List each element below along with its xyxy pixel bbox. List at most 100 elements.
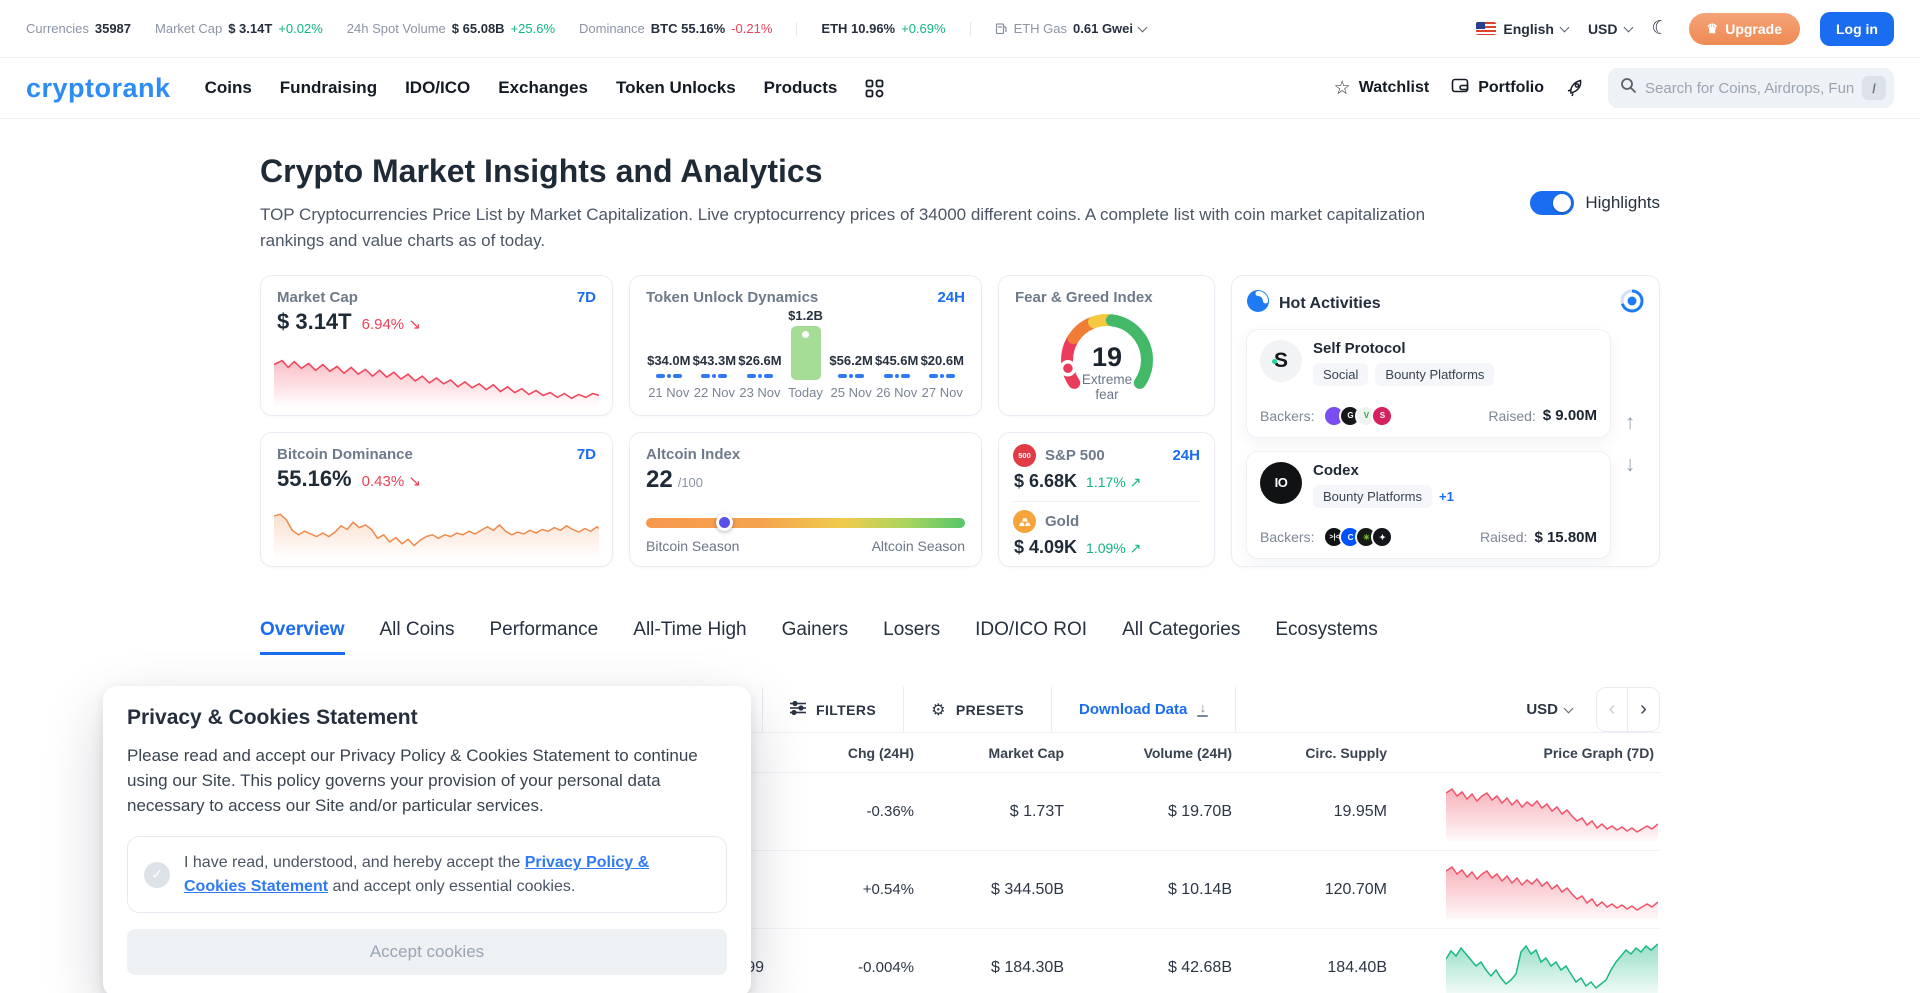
tab-gainers[interactable]: Gainers bbox=[781, 619, 849, 640]
season-slider-thumb bbox=[716, 514, 734, 531]
period-badge[interactable]: 24H bbox=[1172, 447, 1200, 464]
next-page-button[interactable]: › bbox=[1640, 698, 1647, 720]
stat-btc-dominance[interactable]: Dominance BTC 55.16% -0.21% bbox=[579, 21, 773, 36]
overview-cards: Market Cap 7D $ 3.14T 6.94% Token Unlock… bbox=[260, 275, 1660, 567]
market-cap-cell: $ 184.30B bbox=[991, 958, 1064, 976]
modal-body-text: Please read and accept our Privacy Polic… bbox=[127, 746, 698, 816]
fear-greed-gauge: 19 Extreme fear bbox=[1015, 308, 1198, 402]
stat-eth-dominance[interactable]: ETH 10.96% +0.69% bbox=[821, 21, 946, 36]
more-tags-badge[interactable]: +1 bbox=[1439, 488, 1454, 504]
highlights-toggle[interactable] bbox=[1530, 191, 1575, 215]
tab-all-time-high[interactable]: All-Time High bbox=[633, 619, 747, 640]
checkmark-icon[interactable]: ✓ bbox=[144, 861, 170, 888]
svg-text:fear: fear bbox=[1095, 387, 1119, 402]
scroll-down-arrow[interactable]: ↓ bbox=[1624, 453, 1636, 476]
nav-item-token-unlocks[interactable]: Token Unlocks bbox=[616, 78, 736, 97]
prev-page-button[interactable]: ‹ bbox=[1597, 688, 1628, 731]
unlock-bar[interactable]: $34.0M 21 Nov bbox=[647, 353, 691, 400]
tab-all-categories[interactable]: All Categories bbox=[1122, 619, 1241, 640]
unlock-bar[interactable]: $26.6M 23 Nov bbox=[738, 353, 782, 400]
unlock-marker bbox=[883, 374, 910, 378]
portfolio-link[interactable]: Portfolio bbox=[1451, 77, 1544, 100]
backer-avatars: G V S bbox=[1323, 404, 1394, 427]
activity-tag[interactable]: Social bbox=[1313, 363, 1369, 386]
apps-grid-icon[interactable] bbox=[865, 79, 884, 98]
tab-performance[interactable]: Performance bbox=[489, 619, 599, 640]
unlock-bar[interactable]: $56.2M 25 Nov bbox=[829, 353, 873, 400]
essential-cookies-checkbox[interactable]: ✓ I have read, understood, and hereby ac… bbox=[127, 836, 727, 913]
nav-item-ido-ico[interactable]: IDO/ICO bbox=[405, 78, 471, 97]
col-header-chg[interactable]: Chg (24H) bbox=[847, 744, 914, 761]
fear-greed-card[interactable]: Fear & Greed Index 19 Extreme fear bbox=[998, 275, 1215, 416]
search-bar[interactable]: / bbox=[1608, 68, 1894, 108]
altcoin-index-card[interactable]: Altcoin Index 22 /100 Bitcoin Season Alt… bbox=[629, 432, 982, 567]
search-shortcut-key: / bbox=[1862, 76, 1886, 100]
chevron-down-icon bbox=[1563, 703, 1574, 713]
tab-losers[interactable]: Losers bbox=[883, 619, 941, 640]
tab-ecosystems[interactable]: Ecosystems bbox=[1275, 619, 1378, 640]
page-title: Crypto Market Insights and Analytics bbox=[260, 153, 823, 189]
period-badge[interactable]: 24H bbox=[937, 289, 965, 306]
privacy-cookies-modal: Privacy & Cookies Statement Please read … bbox=[103, 686, 751, 993]
unlock-bar-today[interactable]: $1.2B Today bbox=[788, 308, 823, 400]
stat-spot-volume[interactable]: 24h Spot Volume $ 65.08B +25.6% bbox=[346, 21, 556, 36]
search-input[interactable] bbox=[1645, 79, 1854, 97]
col-header-market-cap[interactable]: Market Cap bbox=[988, 744, 1064, 761]
stat-market-cap[interactable]: Market Cap $ 3.14T +0.02% bbox=[155, 21, 323, 36]
card-title: Bitcoin Dominance bbox=[277, 446, 413, 463]
nav-item-products[interactable]: Products bbox=[763, 78, 838, 97]
col-header-supply[interactable]: Circ. Supply bbox=[1305, 744, 1387, 761]
watchlist-link[interactable]: ☆ Watchlist bbox=[1333, 77, 1430, 99]
price-graph-cell bbox=[1393, 783, 1660, 841]
progress-ring-icon[interactable] bbox=[1619, 288, 1645, 319]
unlock-bar[interactable]: $45.6M 26 Nov bbox=[874, 353, 919, 400]
period-badge[interactable]: 7D bbox=[576, 446, 596, 463]
nav-item-fundraising[interactable]: Fundraising bbox=[279, 78, 378, 97]
unlock-big-bar bbox=[790, 326, 821, 380]
unlock-bar[interactable]: $20.6M 27 Nov bbox=[920, 353, 964, 400]
presets-button[interactable]: ⚙ PRESETS bbox=[903, 687, 1051, 732]
nav-item-exchanges[interactable]: Exchanges bbox=[498, 78, 589, 97]
hot-activity-self-protocol[interactable]: S Self Protocol Social Bounty Platforms … bbox=[1246, 329, 1611, 438]
nav-item-coins[interactable]: Coins bbox=[204, 78, 252, 97]
chevron-down-icon bbox=[1623, 22, 1633, 32]
activity-name: Codex bbox=[1313, 461, 1359, 479]
table-row[interactable]: ☆ -0.36% $ 1.73T $ 19.70B 19.95M bbox=[260, 773, 1660, 851]
language-select[interactable]: English bbox=[1476, 21, 1570, 37]
upgrade-button[interactable]: ♛ Upgrade bbox=[1688, 12, 1800, 45]
filters-button[interactable]: FILTERS bbox=[762, 687, 903, 732]
scroll-up-arrow[interactable]: ↑ bbox=[1624, 411, 1636, 434]
gold-icon bbox=[1013, 510, 1036, 533]
table-currency-select[interactable]: USD bbox=[1526, 687, 1596, 732]
market-cap-cell: $ 344.50B bbox=[991, 880, 1064, 898]
privacy-policy-link[interactable]: Privacy Policy & Cookies Statement bbox=[184, 854, 650, 895]
table-row[interactable]: ☆ +0.54% $ 344.50B $ 10.14B 120.70M bbox=[260, 851, 1660, 929]
token-unlock-card[interactable]: Token Unlock Dynamics 24H $34.0M 21 Nov … bbox=[629, 275, 982, 416]
stat-currencies[interactable]: Currencies 35987 bbox=[26, 21, 132, 36]
accept-cookies-button[interactable]: Accept cookies bbox=[127, 928, 727, 975]
dark-mode-toggle-icon[interactable]: ☾ bbox=[1651, 18, 1669, 39]
login-button[interactable]: Log in bbox=[1820, 11, 1894, 46]
col-header-price-graph: Price Graph (7D) bbox=[1543, 744, 1654, 761]
activity-tag[interactable]: Bounty Platforms bbox=[1313, 484, 1432, 508]
hot-activity-codex[interactable]: IO Codex Bounty Platforms +1 Backers: bbox=[1246, 450, 1611, 559]
rocket-icon[interactable] bbox=[1566, 78, 1586, 98]
hero-section: Crypto Market Insights and Analytics TOP… bbox=[260, 153, 1660, 253]
tab-overview[interactable]: Overview bbox=[260, 619, 345, 655]
global-stats: Currencies 35987 Market Cap $ 3.14T +0.0… bbox=[26, 21, 1148, 36]
tab-all-coins[interactable]: All Coins bbox=[379, 619, 455, 640]
activity-tag[interactable]: Bounty Platforms bbox=[1375, 363, 1495, 386]
stat-eth-gas[interactable]: ETH Gas 0.61 Gwei bbox=[995, 21, 1148, 36]
col-header-volume[interactable]: Volume (24H) bbox=[1143, 744, 1232, 761]
cryptorank-logo[interactable]: cryptorank bbox=[26, 72, 171, 103]
btc-dominance-card[interactable]: Bitcoin Dominance 7D 55.16% 0.43% bbox=[260, 432, 613, 567]
tradfi-card[interactable]: 500 S&P 500 24H $ 6.68K 1.17% Gold $ 4.0… bbox=[998, 432, 1215, 567]
market-cap-card[interactable]: Market Cap 7D $ 3.14T 6.94% bbox=[260, 275, 613, 416]
download-data-button[interactable]: Download Data ↓ bbox=[1051, 687, 1237, 732]
star-icon: ☆ bbox=[1333, 77, 1351, 99]
main-navigation: cryptorank Coins Fundraising IDO/ICO Exc… bbox=[0, 58, 1920, 119]
period-badge[interactable]: 7D bbox=[576, 289, 596, 306]
unlock-bar[interactable]: $43.3M 22 Nov bbox=[692, 353, 737, 400]
tab-ido-ico-roi[interactable]: IDO/ICO ROI bbox=[975, 619, 1088, 640]
currency-select[interactable]: USD bbox=[1588, 21, 1633, 37]
